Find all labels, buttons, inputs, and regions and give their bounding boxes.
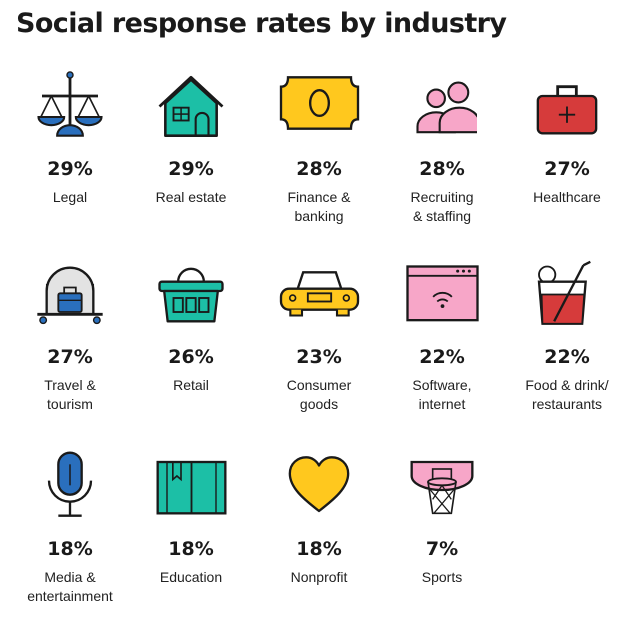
category-label: Real estate: [129, 188, 253, 207]
industry-item-travel-tourism: 27% Travel & tourism: [8, 256, 132, 412]
microphone-icon: [47, 451, 93, 517]
category-label: Finance & banking: [257, 188, 381, 226]
category-label: Consumer goods: [257, 376, 381, 414]
value-label: 22%: [419, 346, 465, 368]
category-label-line: Legal: [52, 189, 88, 205]
people-icon: [416, 81, 477, 134]
value-label: 7%: [425, 538, 459, 560]
category-label-line: Education: [159, 569, 223, 585]
drink-glass-icon: [537, 260, 591, 325]
value-label: 26%: [168, 346, 214, 368]
value-label: 29%: [168, 158, 214, 180]
category-label: Food & drink/restaurants: [505, 376, 622, 414]
category-label: Sports: [380, 568, 504, 587]
value-label: 23%: [296, 346, 342, 368]
category-label-line: banking: [294, 208, 344, 224]
category-label: Education: [129, 568, 253, 587]
category-label-line: Sports: [421, 569, 463, 585]
category-label-line: restaurants: [531, 396, 603, 412]
industry-item-education: 18% Education: [129, 448, 253, 585]
browser-wifi-icon: [405, 265, 479, 322]
industry-item-real-estate: 29% Real estate: [129, 68, 253, 205]
category-label-line: Software,: [412, 377, 472, 393]
category-label: Software, internet: [380, 376, 504, 414]
value-label: 28%: [296, 158, 342, 180]
value-label: 27%: [47, 346, 93, 368]
book-icon: [156, 460, 226, 515]
category-label-line: Food & drink/: [525, 377, 609, 393]
category-label-line: tourism: [47, 396, 93, 412]
banknote-icon: [279, 76, 359, 130]
basketball-hoop-icon: [410, 460, 474, 515]
category-label: Media & entertainment: [8, 568, 132, 606]
category-label-line: Consumer: [286, 377, 352, 393]
industry-item-food-drink-restaurants: 22% Food & drink/restaurants: [505, 256, 622, 412]
category-label-line: Nonprofit: [290, 569, 348, 585]
scales-icon: [37, 71, 103, 137]
category-label: Retail: [129, 376, 253, 395]
value-label: 29%: [47, 158, 93, 180]
category-label: Healthcare: [505, 188, 622, 207]
industry-item-nonprofit: 18% Nonprofit: [257, 448, 381, 585]
category-label-line: Retail: [173, 377, 209, 393]
industry-item-finance-banking: 28% Finance & banking: [257, 68, 381, 224]
value-label: 18%: [168, 538, 214, 560]
first-aid-kit-icon: [536, 85, 598, 135]
industry-item-media-entertainment: 18% Media & entertainment: [8, 448, 132, 604]
category-label: Travel & tourism: [8, 376, 132, 414]
category-label-line: internet: [418, 396, 466, 412]
car-icon: [279, 271, 359, 317]
category-label: Recruiting & staffing: [380, 188, 504, 226]
category-label-line: & staffing: [412, 208, 472, 224]
category-label-line: Media &: [44, 569, 96, 585]
value-label: 22%: [544, 346, 590, 368]
house-icon: [158, 75, 224, 137]
value-label: 18%: [47, 538, 93, 560]
category-label-line: Travel &: [44, 377, 96, 393]
category-label: Legal: [8, 188, 132, 207]
industry-item-sports: 7% Sports: [380, 448, 504, 585]
category-label-line: Real estate: [155, 189, 227, 205]
category-label-line: goods: [299, 396, 339, 412]
industry-item-retail: 26% Retail: [129, 256, 253, 393]
value-label: 18%: [296, 538, 342, 560]
industry-item-legal: 29% Legal: [8, 68, 132, 205]
category-label: Nonprofit: [257, 568, 381, 587]
chart-title: Social response rates by industry: [16, 8, 507, 39]
value-label: 27%: [544, 158, 590, 180]
category-label-line: Recruiting: [410, 189, 474, 205]
industry-item-healthcare: 27% Healthcare: [505, 68, 622, 205]
basket-icon: [158, 267, 224, 323]
industry-item-software-internet: 22% Software, internet: [380, 256, 504, 412]
category-label-line: Healthcare: [533, 189, 601, 205]
category-label-line: Finance &: [287, 189, 351, 205]
luggage-trolley-icon: [37, 266, 103, 325]
heart-icon: [288, 456, 350, 513]
industry-item-consumer-goods: 23% Consumer goods: [257, 256, 381, 412]
category-label-line: entertainment: [27, 588, 113, 604]
industry-item-recruiting-staffing: 28% Recruiting & staffing: [380, 68, 504, 224]
value-label: 28%: [419, 158, 465, 180]
